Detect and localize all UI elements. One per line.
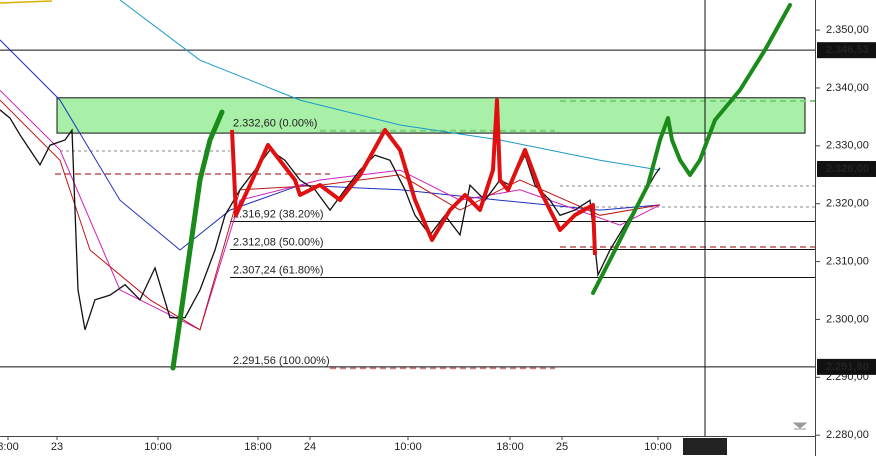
x-tick-label: 25 bbox=[556, 441, 568, 453]
x-tick-label: 18:00 bbox=[496, 441, 524, 453]
x-tick-label: 10:00 bbox=[144, 441, 172, 453]
y-tick-label: 2.320,00 bbox=[826, 198, 869, 210]
fib-label: 2.312,08 (50.00%) bbox=[233, 236, 324, 248]
price-box bbox=[817, 42, 876, 59]
drawn-path bbox=[170, 109, 225, 371]
drawn-path bbox=[591, 3, 792, 295]
y-tick-label: 2.310,00 bbox=[826, 255, 869, 267]
y-tick-label: 2.350,00 bbox=[826, 24, 869, 36]
x-tick-label: 18:00 bbox=[244, 441, 272, 453]
series-line bbox=[0, 89, 661, 331]
zone bbox=[56, 97, 806, 134]
scroll-icon bbox=[792, 422, 808, 430]
drawn-path bbox=[230, 98, 597, 256]
series-line bbox=[0, 39, 661, 251]
cursor-box bbox=[683, 438, 727, 455]
series-line bbox=[0, 109, 661, 331]
y-tick-label: 2.280,00 bbox=[826, 429, 869, 441]
fib-label: 2.316,92 (38.20%) bbox=[233, 208, 324, 220]
fib-label: 2.291,56 (100.00%) bbox=[233, 355, 330, 367]
plot: 2.332,60 (0.00%) 2.316,92 (38.20%) 2.312,0… bbox=[0, 0, 661, 367]
x-tick-label: 8:00 bbox=[0, 441, 19, 453]
cursor-label: 13:30 bbox=[691, 441, 719, 453]
price-label: 2.346,53 bbox=[826, 44, 869, 56]
x-tick-label: 24 bbox=[304, 441, 316, 453]
axis-overlay: 2.280,002.290,002.300,002.310,002.320,00… bbox=[0, 24, 876, 455]
fib-label: 2.332,60 (0.00%) bbox=[233, 118, 317, 130]
price-box bbox=[817, 358, 876, 375]
price-label: 2.291,80 bbox=[826, 361, 869, 373]
y-tick-label: 2.300,00 bbox=[826, 313, 869, 325]
y-tick-label: 2.330,00 bbox=[826, 140, 869, 152]
y-tick-label: 2.340,00 bbox=[826, 82, 869, 94]
series-line bbox=[0, 99, 661, 331]
x-tick-label: 10:00 bbox=[644, 441, 672, 453]
plot-underlay bbox=[0, 0, 815, 436]
price-label: 2.326,00 bbox=[826, 163, 869, 175]
indicator-line bbox=[0, 0, 53, 4]
x-tick-label: 10:00 bbox=[394, 441, 422, 453]
x-tick-label: 23 bbox=[51, 441, 63, 453]
fib-label: 2.307,24 (61.80%) bbox=[233, 264, 324, 276]
price-box bbox=[817, 160, 876, 177]
series-line bbox=[119, 0, 661, 171]
